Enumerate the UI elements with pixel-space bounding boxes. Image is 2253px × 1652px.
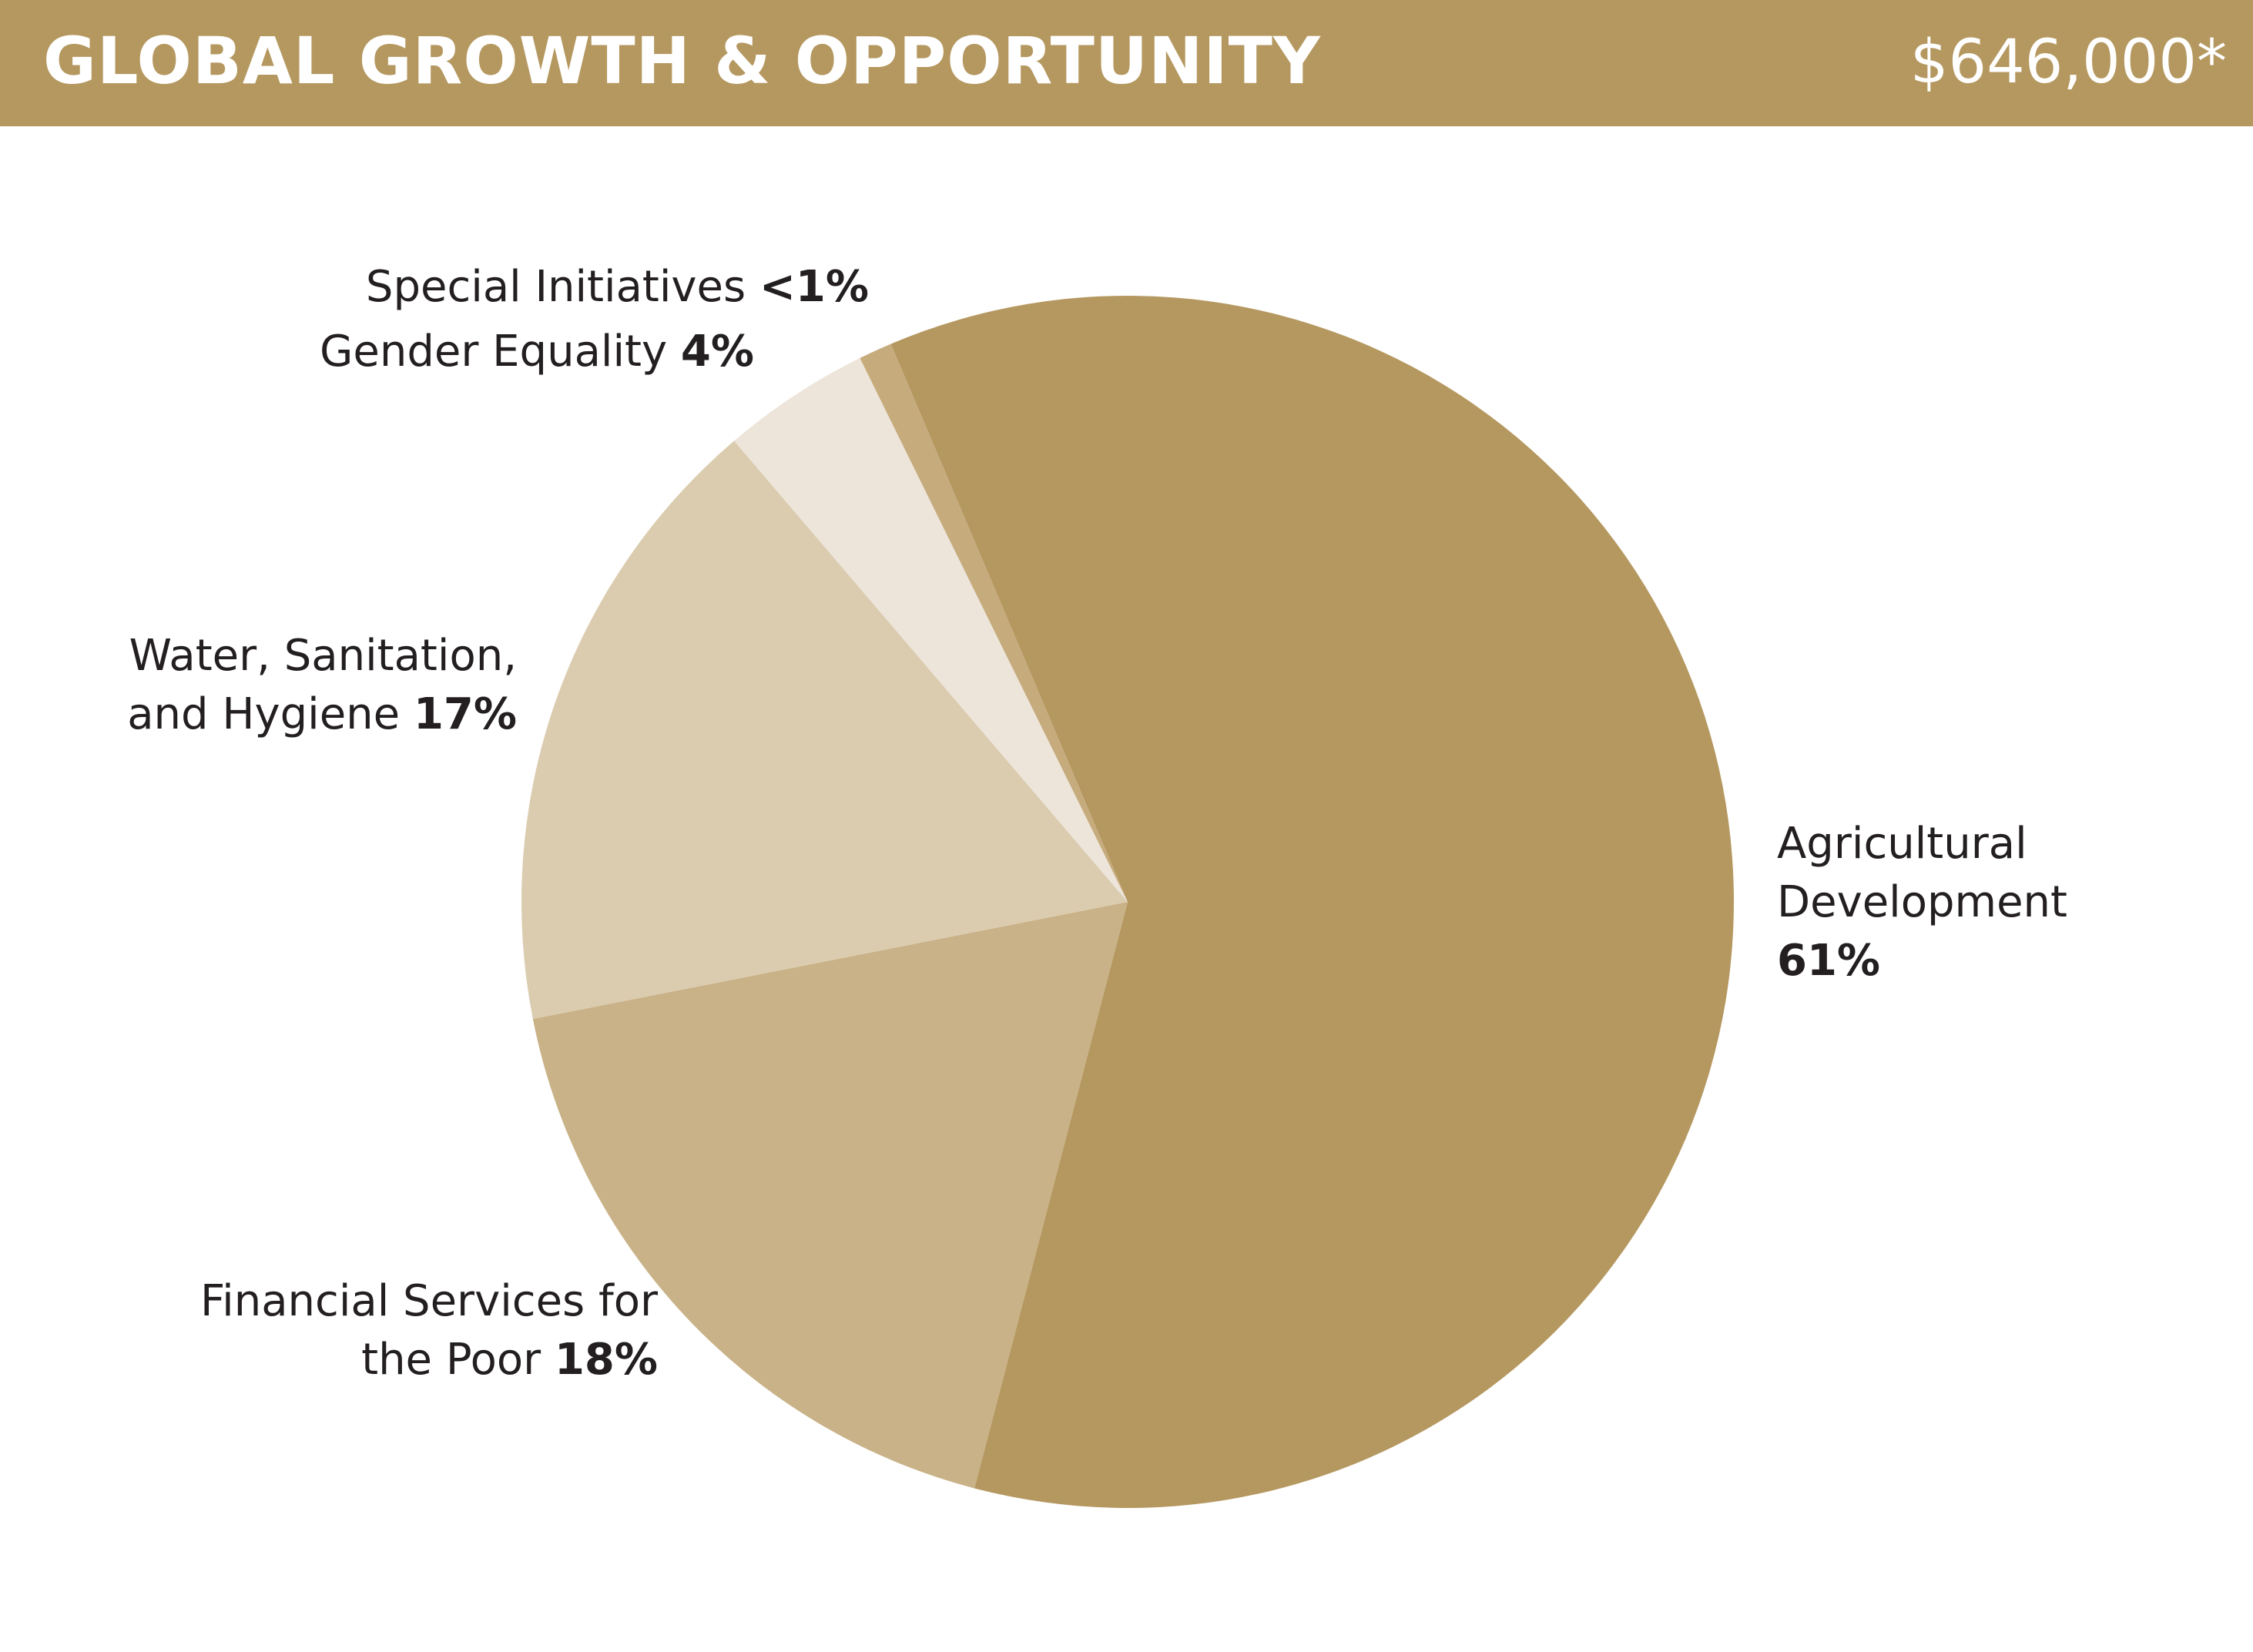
category-label: Financial Services for the Poor bbox=[200, 1276, 658, 1385]
category-label: Agricultural Development bbox=[1777, 819, 2067, 927]
slice-label: Water, Sanitation, and Hygiene 17% bbox=[70, 627, 517, 744]
chart-title: GLOBAL GROWTH & OPPORTUNITY bbox=[43, 23, 1321, 99]
category-label: Water, Sanitation, and Hygiene bbox=[127, 631, 517, 739]
pie-slice bbox=[890, 295, 1734, 1508]
slice-label: Agricultural Development 61% bbox=[1777, 815, 2162, 990]
total-label: $646,000* bbox=[1909, 28, 2227, 97]
value-label: 18% bbox=[554, 1335, 658, 1385]
pie-slice bbox=[734, 357, 1128, 902]
slice-label: Gender Equality 4% bbox=[138, 323, 754, 381]
header-bar: GLOBAL GROWTH & OPPORTUNITY $646,000* bbox=[0, 0, 2253, 126]
value-label: 17% bbox=[413, 689, 517, 739]
value-label: 61% bbox=[1777, 936, 1881, 986]
value-label: <1% bbox=[759, 262, 869, 312]
value-label: 4% bbox=[680, 327, 754, 377]
slice-label: Financial Services for the Poor 18% bbox=[180, 1272, 658, 1389]
pie-slice bbox=[860, 343, 1128, 902]
pie-slice bbox=[521, 441, 1128, 1020]
pie-slice bbox=[532, 902, 1128, 1489]
slice-label: Special Initiatives <1% bbox=[176, 258, 869, 317]
category-label: Gender Equality bbox=[319, 327, 668, 377]
category-label: Special Initiatives bbox=[365, 262, 746, 312]
